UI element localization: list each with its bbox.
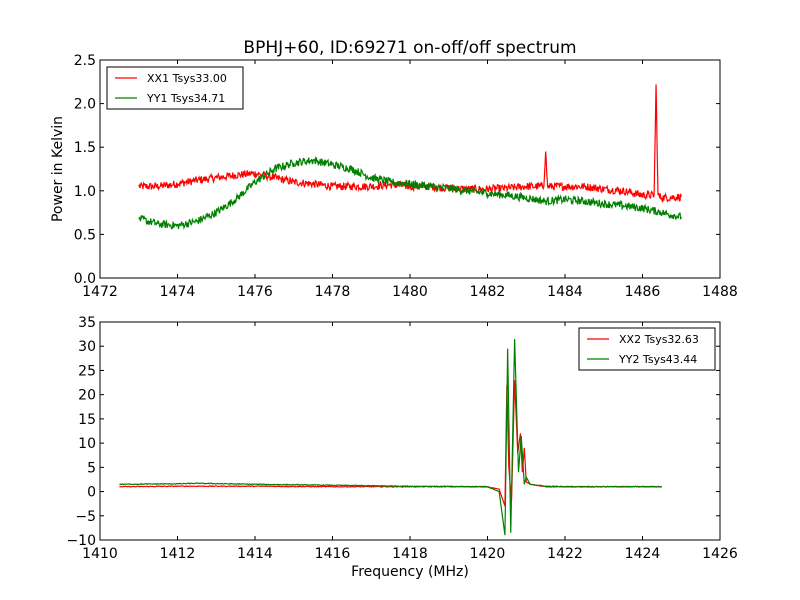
top-plot: 1472 1474 1476 1478 1480 1482 1484 1486 1488 0.0 0…: [74, 53, 738, 300]
x-tick-label: 1488: [702, 284, 738, 300]
x-tick-label: 1472: [82, 284, 118, 300]
y-tick-label: 2.0: [74, 97, 96, 113]
y-tick-label: 10: [78, 436, 96, 452]
y-tick-label: 0.0: [74, 271, 96, 287]
x-tick-label: 1480: [392, 284, 428, 300]
series-line-yy: [119, 338, 663, 536]
y-tick-label: 0: [87, 485, 96, 501]
x-tick-label: 1482: [470, 284, 506, 300]
x-tick-label: 1478: [315, 284, 351, 300]
series-line-xx: [138, 84, 682, 204]
x-tick-label: 1486: [625, 284, 661, 300]
y-tick-label: 2.5: [74, 53, 96, 69]
legend-box: [106, 66, 244, 110]
y-tick-label: 25: [78, 363, 96, 379]
x-tick-label: 1412: [160, 546, 196, 562]
x-tick-label: 1422: [547, 546, 583, 562]
x-tick-label: 1414: [237, 546, 273, 562]
legend-entry-label: XX2 Tsys32.63: [619, 333, 699, 346]
x-axis-label: Frequency (MHz): [351, 564, 469, 580]
legend-entry-label: XX1 Tsys33.00: [147, 72, 227, 85]
legend-box: [578, 327, 716, 371]
x-tick-label: 1476: [237, 284, 273, 300]
x-tick-label: 1484: [547, 284, 583, 300]
y-tick-label: 1.0: [74, 184, 96, 200]
y-tick-label: −10: [66, 533, 96, 549]
y-axis-label: Power in Kelvin: [50, 116, 66, 222]
x-tick-label: 1474: [160, 284, 196, 300]
y-tick-label: 15: [78, 412, 96, 428]
x-tick-label: 1416: [315, 546, 351, 562]
y-tick-label: 1.5: [74, 140, 96, 156]
bottom-plot-series-group: [119, 338, 663, 536]
x-tick-label: 1426: [702, 546, 738, 562]
y-tick-label: 35: [78, 315, 96, 331]
legend-entry-label: YY2 Tsys43.44: [618, 353, 697, 366]
top-plot-series-group: [138, 84, 682, 230]
chart-title: BPHJ+60, ID:69271 on-off/off spectrum: [243, 38, 576, 58]
y-tick-label: 0.5: [74, 227, 96, 243]
y-tick-label: 30: [78, 339, 96, 355]
top-legend: XX1 Tsys33.00 YY1 Tsys34.71: [106, 66, 244, 110]
y-tick-label: 20: [78, 388, 96, 404]
series-line-yy: [138, 155, 682, 230]
legend-entry-label: YY1 Tsys34.71: [146, 92, 225, 105]
y-tick-label: −5: [75, 509, 96, 525]
bottom-plot-axes: 1410 1412 1414 1416 1418 1420 1422 1424 1426 −10 −…: [66, 315, 737, 562]
x-tick-label: 1420: [470, 546, 506, 562]
top-plot-axes: 1472 1474 1476 1478 1480 1482 1484 1486 1488 0.0 0…: [74, 53, 738, 300]
x-tick-label: 1424: [625, 546, 661, 562]
y-tick-label: 5: [87, 460, 96, 476]
x-tick-label: 1410: [82, 546, 118, 562]
bottom-legend: XX2 Tsys32.63 YY2 Tsys43.44: [578, 327, 716, 371]
bottom-plot: 1410 1412 1414 1416 1418 1420 1422 1424 1426 −10 −…: [66, 315, 737, 562]
x-tick-label: 1418: [392, 546, 428, 562]
